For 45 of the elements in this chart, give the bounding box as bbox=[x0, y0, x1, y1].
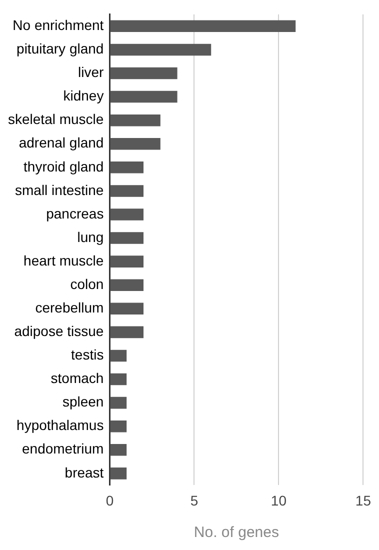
bar bbox=[110, 20, 296, 32]
y-tick-label: stomach bbox=[50, 370, 104, 386]
y-tick-label: pituitary gland bbox=[16, 40, 104, 57]
y-tick-label: No enrichment bbox=[12, 17, 104, 34]
bar bbox=[110, 67, 178, 80]
y-tick-label: liver bbox=[78, 64, 104, 80]
bar bbox=[110, 256, 144, 268]
y-tick-label: small intestine bbox=[15, 182, 104, 198]
bar bbox=[110, 185, 144, 197]
y-tick-label: adrenal gland bbox=[18, 134, 104, 151]
y-tick-label: kidney bbox=[63, 88, 104, 104]
y-tick-label: cerebellum bbox=[35, 300, 104, 316]
x-tick-label: 10 bbox=[270, 492, 287, 508]
bar bbox=[110, 114, 160, 126]
x-axis-title: No. of genes bbox=[194, 524, 279, 542]
bar bbox=[110, 326, 144, 338]
y-tick-label: adipose tissue bbox=[14, 323, 104, 340]
bar bbox=[110, 90, 178, 103]
bar bbox=[110, 208, 144, 220]
y-tick-label: colon bbox=[70, 276, 104, 292]
bar bbox=[110, 444, 127, 456]
y-tick-label: hypothalamus bbox=[16, 417, 104, 434]
y-tick-label: thyroid gland bbox=[24, 158, 104, 174]
bar bbox=[110, 420, 127, 432]
y-tick-label: lung bbox=[77, 228, 104, 245]
y-tick-label: pancreas bbox=[46, 205, 104, 222]
bar bbox=[110, 373, 127, 386]
y-tick-label: testis bbox=[71, 346, 104, 363]
bar bbox=[110, 396, 127, 409]
y-tick-label: skeletal muscle bbox=[8, 111, 104, 128]
bar bbox=[110, 162, 144, 174]
y-tick-label: spleen bbox=[62, 394, 104, 410]
bar bbox=[110, 302, 144, 315]
bar bbox=[110, 138, 160, 150]
y-tick-label: heart muscle bbox=[24, 252, 104, 268]
bar bbox=[110, 279, 144, 291]
bar bbox=[110, 468, 127, 480]
y-tick-label: breast bbox=[64, 464, 104, 480]
x-tick-label: 15 bbox=[355, 492, 372, 508]
x-tick-label: 5 bbox=[190, 492, 198, 508]
y-tick-label: endometrium bbox=[22, 440, 104, 457]
bar bbox=[110, 232, 144, 244]
bar bbox=[110, 350, 127, 362]
x-tick-label: 0 bbox=[106, 492, 114, 508]
bar bbox=[110, 44, 212, 56]
